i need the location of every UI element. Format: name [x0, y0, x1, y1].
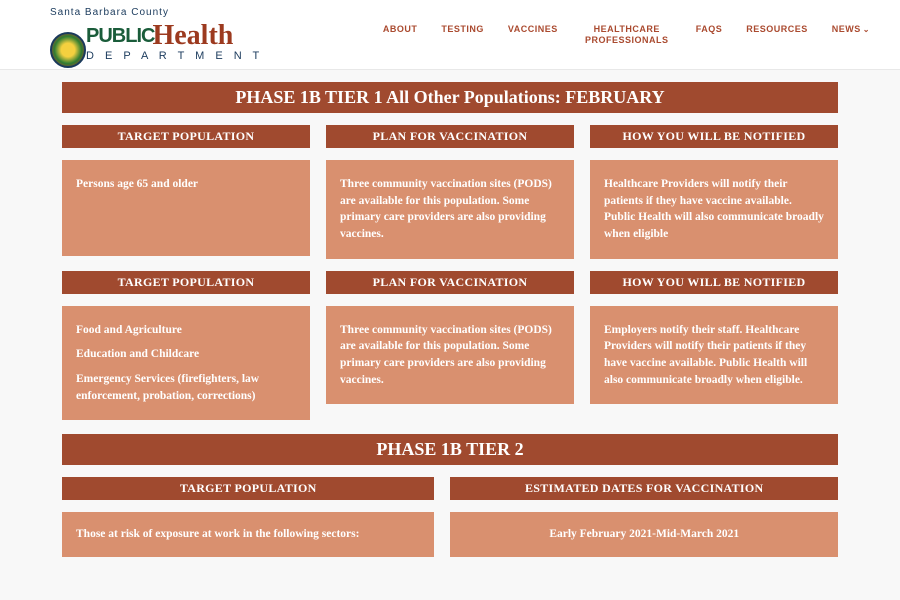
tier2-dates-text: Early February 2021-Mid-March 2021: [464, 526, 824, 543]
row-a-headers: TARGET POPULATION PLAN FOR VACCINATION H…: [62, 125, 838, 148]
phase-1b-tier1-header: PHASE 1B TIER 1 All Other Populations: F…: [62, 82, 838, 113]
county-seal-icon: [50, 32, 86, 68]
nav-faqs[interactable]: FAQS: [696, 24, 723, 46]
nav-vaccines[interactable]: VACCINES: [508, 24, 558, 46]
col-header-plan-b: PLAN FOR VACCINATION: [326, 271, 574, 294]
nav-news[interactable]: NEWS⌄: [832, 24, 870, 46]
tier2-headers: TARGET POPULATION ESTIMATED DATES FOR VA…: [62, 477, 838, 500]
col-header-target: TARGET POPULATION: [62, 125, 310, 148]
tier2-bodies: Those at risk of exposure at work in the…: [62, 500, 838, 557]
row-a-notify-body: Healthcare Providers will notify their p…: [590, 160, 838, 259]
logo-health: Health: [152, 20, 233, 51]
row-b-target-body: Food and Agriculture Education and Child…: [62, 306, 310, 421]
tier2-target-header: TARGET POPULATION: [62, 477, 434, 500]
row-a-target-text: Persons age 65 and older: [76, 176, 296, 193]
tier2-target-text: Those at risk of exposure at work in the…: [76, 526, 420, 543]
row-b-target3: Emergency Services (firefighters, law en…: [76, 371, 296, 404]
tier2-dates-body: Early February 2021-Mid-March 2021: [450, 512, 838, 557]
tier2-dates-header: ESTIMATED DATES FOR VACCINATION: [450, 477, 838, 500]
row-b-target2: Education and Childcare: [76, 346, 296, 363]
row-b-plan-body: Three community vaccination sites (PODS)…: [326, 306, 574, 405]
logo[interactable]: Santa Barbara County PUBLICHealth D E P …: [50, 7, 263, 62]
main-nav: ABOUT TESTING VACCINES HEALTHCARE PROFES…: [383, 24, 870, 46]
row-a-notify-text: Healthcare Providers will notify their p…: [604, 176, 824, 243]
tier2-target-body: Those at risk of exposure at work in the…: [62, 512, 434, 557]
row-b-target1: Food and Agriculture: [76, 322, 296, 339]
nav-resources[interactable]: RESOURCES: [746, 24, 808, 46]
col-header-target-b: TARGET POPULATION: [62, 271, 310, 294]
row-a-bodies: Persons age 65 and older Three community…: [62, 148, 838, 259]
col-header-notify: HOW YOU WILL BE NOTIFIED: [590, 125, 838, 148]
page-content: PHASE 1B TIER 1 All Other Populations: F…: [0, 70, 900, 557]
col-header-plan: PLAN FOR VACCINATION: [326, 125, 574, 148]
site-header: Santa Barbara County PUBLICHealth D E P …: [0, 0, 900, 70]
row-b-notify-text: Employers notify their staff. Healthcare…: [604, 322, 824, 389]
nav-about[interactable]: ABOUT: [383, 24, 418, 46]
logo-public: PUBLIC: [86, 25, 154, 47]
phase-1b-tier2-header: PHASE 1B TIER 2: [62, 434, 838, 465]
row-a-plan-body: Three community vaccination sites (PODS)…: [326, 160, 574, 259]
row-b-plan-text: Three community vaccination sites (PODS)…: [340, 322, 560, 389]
row-a-target-body: Persons age 65 and older: [62, 160, 310, 256]
nav-testing[interactable]: TESTING: [441, 24, 484, 46]
col-header-notify-b: HOW YOU WILL BE NOTIFIED: [590, 271, 838, 294]
nav-healthcare-professionals[interactable]: HEALTHCARE PROFESSIONALS: [582, 24, 672, 46]
logo-dept: D E P A R T M E N T: [86, 50, 263, 62]
row-b-notify-body: Employers notify their staff. Healthcare…: [590, 306, 838, 405]
logo-text-block: Santa Barbara County PUBLICHealth D E P …: [50, 7, 263, 62]
chevron-down-icon: ⌄: [863, 25, 870, 34]
row-b-bodies: Food and Agriculture Education and Child…: [62, 294, 838, 421]
nav-news-label: NEWS: [832, 24, 861, 34]
row-b-headers: TARGET POPULATION PLAN FOR VACCINATION H…: [62, 271, 838, 294]
logo-county: Santa Barbara County: [50, 7, 263, 18]
row-a-plan-text: Three community vaccination sites (PODS)…: [340, 176, 560, 243]
